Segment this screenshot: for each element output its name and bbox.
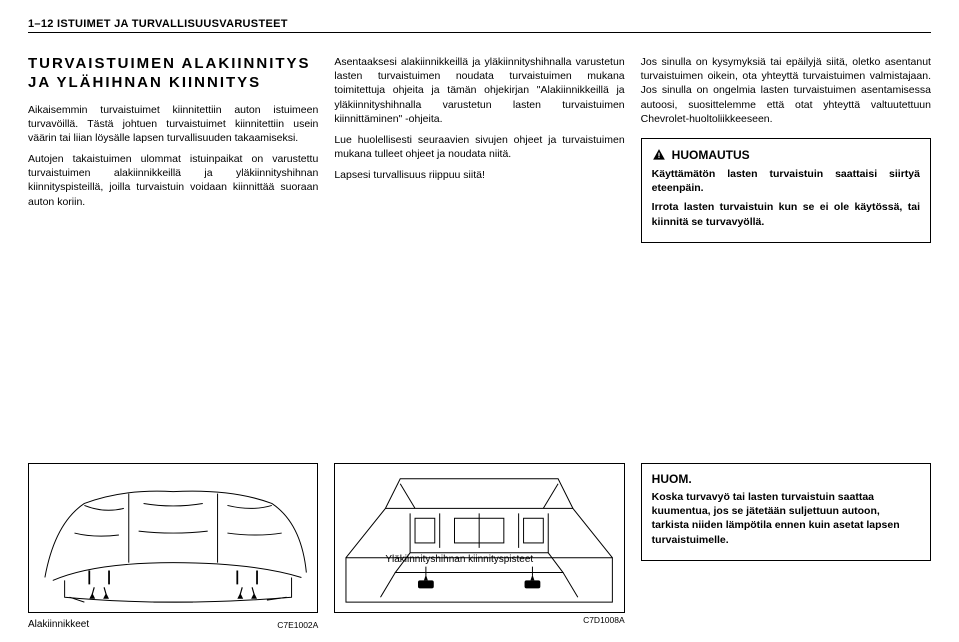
paragraph: Lapsesi turvallisuus riippuu siitä! — [334, 168, 624, 182]
diagram-2-wrap: Yläkiinnityshihnan kiinnityspisteet C7D1… — [334, 463, 624, 630]
diagram-2-caption: Yläkiinnityshihnan kiinnityspisteet — [385, 554, 533, 565]
paragraph: Lue huolellisesti seuraavien sivujen ohj… — [334, 133, 624, 161]
section-title: TURVAISTUIMEN ALAKIINNITYS JA YLÄHIHNAN … — [28, 55, 318, 93]
bottom-row: Alakiinnikkeet C7E1002A — [28, 463, 931, 630]
note-title: HUOM. — [652, 472, 692, 486]
note-text: Koska turvavyö tai lasten turvaistuin sa… — [652, 490, 920, 547]
seat-illustration-icon — [29, 464, 317, 612]
diagram-tether-anchors: Yläkiinnityshihnan kiinnityspisteet — [334, 463, 624, 613]
diagram-1-caption: Alakiinnikkeet — [28, 619, 89, 630]
diagram-1-wrap: Alakiinnikkeet C7E1002A — [28, 463, 318, 630]
column-1: TURVAISTUIMEN ALAKIINNITYS JA YLÄHIHNAN … — [28, 55, 318, 253]
column-3: Jos sinulla on kysymyksiä tai epäilyjä s… — [641, 55, 931, 253]
notice-text: Käyttämätön lasten turvaistuin saattaisi… — [652, 167, 920, 195]
column-2: Asentaaksesi alakiinnikkeillä ja yläkiin… — [334, 55, 624, 253]
paragraph: Asentaaksesi alakiinnikkeillä ja yläkiin… — [334, 55, 624, 126]
note-box: HUOM. Koska turvavyö tai lasten turvaist… — [641, 463, 931, 561]
paragraph: Autojen takaistuimen ulommat istuinpaika… — [28, 152, 318, 209]
note-column: HUOM. Koska turvavyö tai lasten turvaist… — [641, 463, 931, 630]
text-columns: TURVAISTUIMEN ALAKIINNITYS JA YLÄHIHNAN … — [28, 55, 931, 253]
paragraph: Aikaisemmin turvaistuimet kiinnitettiin … — [28, 103, 318, 146]
trunk-illustration-icon — [335, 464, 623, 612]
paragraph: Jos sinulla on kysymyksiä tai epäilyjä s… — [641, 55, 931, 126]
diagram-2-code: C7D1008A — [334, 615, 624, 625]
page-header: 1–12 ISTUIMET JA TURVALLISUUSVARUSTEET — [28, 18, 931, 33]
notice-text: Irrota lasten turvaistuin kun se ei ole … — [652, 200, 920, 228]
warning-icon — [652, 148, 666, 162]
diagram-1-code: C7E1002A — [277, 620, 318, 630]
diagram-seat-anchors — [28, 463, 318, 613]
notice-box: HUOMAUTUS Käyttämätön lasten turvaistuin… — [641, 138, 931, 243]
notice-title: HUOMAUTUS — [672, 147, 750, 163]
